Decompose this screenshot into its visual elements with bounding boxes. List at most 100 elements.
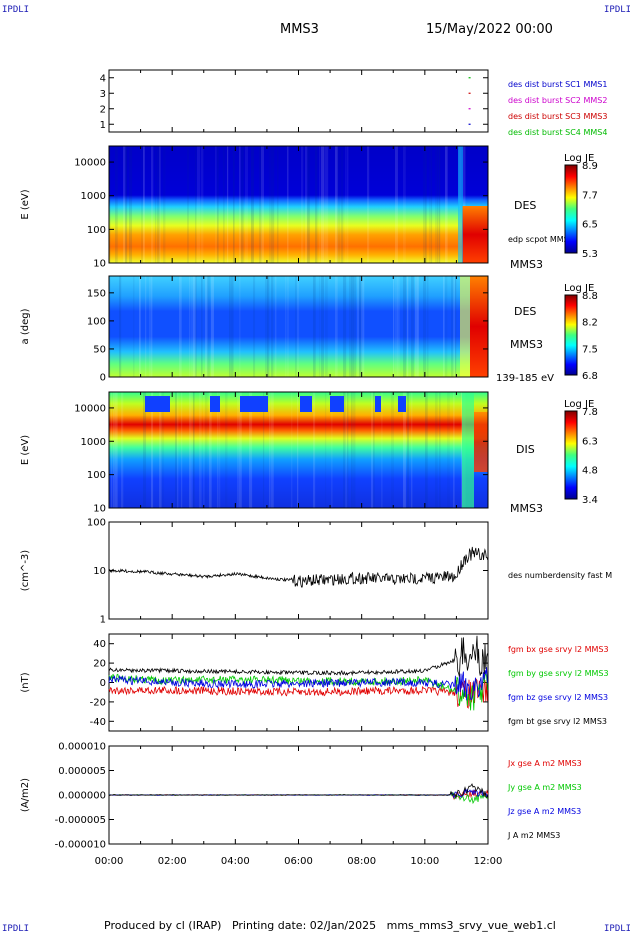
- x-tick-label: 12:00: [474, 856, 503, 867]
- dis-energy-spectrogram: [109, 392, 488, 508]
- burst-legend-entry: des dist burst SC2 MMS2: [508, 96, 607, 105]
- bfield-legend-entry: fgm bz gse srvy l2 MMS3: [508, 693, 608, 702]
- spacecraft-title: MMS3: [280, 22, 319, 37]
- current-legend-entry: Jz gse A m2 MMS3: [507, 807, 581, 816]
- dis-energy-colorbar-title: Log JE: [564, 399, 594, 410]
- des-pitch-energy-band: 139-185 eV: [496, 373, 554, 384]
- des-pitch-colorbar-tick: 8.8: [582, 291, 598, 302]
- density-ytick-label: 100: [87, 518, 106, 529]
- x-tick-label: 08:00: [347, 856, 376, 867]
- des-pitch-ylabel: a (deg): [20, 308, 31, 344]
- des-energy-colorbar-tick: 6.5: [582, 220, 598, 231]
- current-ytick-label: -0.000010: [55, 840, 106, 851]
- des_energy-ytick-label: 10: [93, 259, 106, 270]
- bfield-ytick-label: 40: [93, 639, 106, 650]
- des-energy-colorbar-title: Log JE: [564, 153, 594, 164]
- density-ylabel: (cm^-3): [20, 550, 31, 591]
- current-ytick-label: 0.000000: [58, 791, 106, 802]
- des_pitch-ytick-label: 100: [87, 316, 106, 327]
- density-panel-frame: [108, 521, 489, 620]
- des-pitch-colorbar-tick: 6.8: [582, 371, 598, 382]
- des-pitch-streak: [460, 276, 470, 377]
- burst-legend-entry: des dist burst SC3 MMS3: [508, 112, 607, 121]
- current-legend-entry: J A m2 MMS3: [507, 831, 560, 840]
- bfield-series-line: [108, 672, 488, 711]
- bfield-ytick-label: 20: [93, 659, 106, 670]
- dis_energy-ytick-label: 10000: [74, 403, 106, 414]
- dis-energy-colorbar-tick: 3.4: [582, 495, 598, 506]
- corner-label-top-left: IPDLI: [2, 5, 30, 15]
- des-pitch-texture: [109, 276, 457, 377]
- current-ytick-label: 0.000010: [58, 742, 106, 753]
- dis-energy-streak: [462, 392, 474, 508]
- dis-energy-hot-region: [474, 412, 488, 472]
- des-energy-colorbar: [564, 164, 578, 254]
- density-ytick-label: 10: [93, 566, 106, 577]
- x-tick-label: 04:00: [221, 856, 250, 867]
- dis-energy-texture: [109, 392, 466, 508]
- bfield-legend-entry: fgm bx gse srvy l2 MMS3: [508, 645, 609, 654]
- des-energy-texture: [109, 146, 466, 263]
- current-series-line: [108, 788, 489, 799]
- des-pitch-colorbar-title: Log JE: [564, 283, 594, 294]
- des_pitch-ytick-label: 150: [87, 288, 106, 299]
- bfield-series-line: [108, 678, 488, 709]
- corner-label-bottom-left: IPDLI: [2, 924, 30, 934]
- des_energy-ytick-label: 100: [87, 225, 106, 236]
- des_pitch-ytick-label: 0: [100, 373, 106, 384]
- des-energy-streak: [458, 146, 463, 263]
- dis-energy-dropout: [330, 396, 344, 412]
- dis_energy-ytick-label: 10: [93, 504, 106, 515]
- current-ytick-label: 0.000005: [58, 766, 106, 777]
- des-pitch-instrument-label: DES: [514, 305, 536, 318]
- current-ytick-label: -0.000005: [55, 815, 106, 826]
- burst-ytick-label: 3: [100, 89, 106, 100]
- dis-energy-dropout: [145, 396, 170, 412]
- dis-energy-dropout: [240, 396, 268, 412]
- dis-energy-dropout: [210, 396, 220, 412]
- dis-energy-ylabel: E (eV): [20, 435, 31, 465]
- density-legend-entry: des numberdensity fast M: [508, 571, 612, 580]
- x-tick-label: 06:00: [284, 856, 313, 867]
- des-energy-instrument-label: DES: [514, 199, 536, 212]
- des-energy-spectrogram: [109, 146, 488, 263]
- burst-ytick-label: 1: [100, 120, 106, 131]
- des-pitch-hot-region: [470, 276, 488, 377]
- current-series-line: [108, 791, 489, 805]
- bfield-ylabel: (nT): [20, 672, 31, 692]
- date-title: 15/May/2022 00:00: [426, 22, 553, 37]
- dis-energy-dropout: [398, 396, 406, 412]
- current-legend-entry: Jx gse A m2 MMS3: [507, 759, 582, 768]
- dis_energy-ytick-label: 1000: [81, 437, 106, 448]
- des_pitch-ytick-label: 50: [93, 344, 106, 355]
- bfield-ytick-label: -20: [90, 697, 106, 708]
- des-energy-hot-region: [462, 206, 488, 263]
- des_energy-ytick-label: 1000: [81, 191, 106, 202]
- dis-energy-spacecraft-label: MMS3: [510, 502, 543, 515]
- bfield-series-line: [108, 667, 488, 701]
- des-energy-ylabel: E (eV): [20, 189, 31, 219]
- dis_energy-ytick-label: 100: [87, 470, 106, 481]
- dis-energy-instrument-label: DIS: [516, 443, 535, 456]
- x-tick-label: 10:00: [410, 856, 439, 867]
- des-pitch-spectrogram: [109, 276, 488, 377]
- density-ytick-label: 1: [100, 615, 106, 626]
- bfield-series-line: [108, 635, 488, 677]
- des-energy-overlay-label: edp scpot MMS3: [508, 235, 574, 244]
- des-pitch-colorbar-tick: 8.2: [582, 318, 598, 329]
- des_energy-ytick-label: 10000: [74, 158, 106, 169]
- bfield-legend-entry: fgm bt gse srvy l2 MMS3: [508, 717, 607, 726]
- corner-label-top-right: IPDLI: [604, 5, 630, 15]
- current-series-line: [108, 783, 489, 800]
- burst-ytick-label: 2: [100, 104, 106, 115]
- corner-label-bottom-right: IPDLI: [604, 924, 630, 934]
- dis-energy-colorbar-tick: 6.3: [582, 436, 598, 447]
- bfield-legend-entry: fgm by gse srvy l2 MMS3: [508, 669, 609, 678]
- dis-energy-dropout: [300, 396, 312, 412]
- burst-legend-entry: des dist burst SC4 MMS4: [508, 128, 607, 137]
- current-ylabel: (A/m2): [20, 778, 31, 812]
- des-energy-colorbar-tick: 7.7: [582, 190, 598, 201]
- burst-panel-frame: [108, 69, 489, 133]
- des-pitch-colorbar: [564, 294, 578, 376]
